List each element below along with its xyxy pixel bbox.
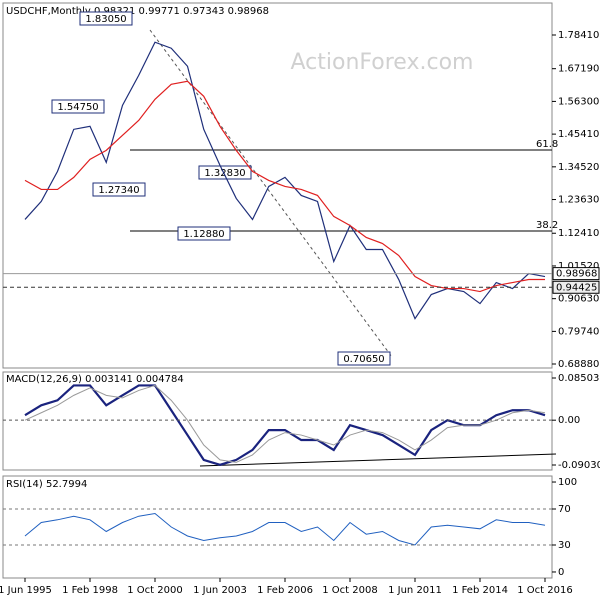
macd-trend-line — [199, 453, 557, 467]
price-label: 0.94425 — [556, 282, 597, 293]
price-panel — [2, 2, 553, 369]
macd-panel — [2, 371, 553, 471]
x-tick-label: 1 Feb 1998 — [62, 585, 118, 596]
y-tick-label: 100 — [558, 477, 577, 488]
trend-line — [149, 29, 393, 358]
watermark: ActionForex.com — [291, 50, 474, 75]
annotation: 1.83050 — [85, 14, 126, 25]
annotation: 1.12880 — [183, 229, 224, 240]
annotation-box — [177, 226, 231, 241]
y-tick-label: 0.90630 — [558, 294, 599, 305]
y-tick-label: 1.67190 — [558, 64, 599, 75]
series-line — [24, 80, 545, 293]
series-line — [24, 384, 546, 466]
x-tick-label: 1 Jun 2003 — [193, 585, 247, 596]
annotation-box — [51, 99, 105, 114]
y-tick-label: 1.34520 — [558, 162, 599, 173]
x-tick-label: 1 Oct 2016 — [517, 585, 572, 596]
y-tick-label: 1.45410 — [558, 129, 599, 140]
annotations: 1.83050 1.54750 1.27340 1.32830 1.12880 … — [51, 11, 558, 366]
rsi-panel — [2, 475, 553, 579]
series-line — [24, 41, 546, 320]
y-tick-label: 1.01520 — [558, 261, 599, 272]
x-tick-label: 1 Feb 2006 — [257, 585, 313, 596]
fib-label: 38.2 — [536, 220, 558, 231]
y-tick-label: 1.12410 — [558, 228, 599, 239]
y-tick-label: 0.085032 — [558, 373, 600, 384]
annotation-box — [92, 182, 146, 197]
y-tick-label: -0.090302 — [558, 460, 600, 471]
series-line — [24, 384, 546, 463]
annotation: 0.70650 — [343, 354, 384, 365]
price-label: 0.98968 — [556, 269, 597, 280]
x-tick-label: 1 Feb 2014 — [452, 585, 508, 596]
y-tick-label: 70 — [558, 504, 571, 515]
annotation-box — [337, 351, 391, 366]
fib-label: 61.8 — [536, 139, 558, 150]
macd-title: MACD(12,26,9) 0.003141 0.004784 — [6, 374, 184, 385]
y-tick-label: 30 — [558, 540, 571, 551]
y-tick-label: 0.79740 — [558, 326, 599, 337]
annotation: 1.54750 — [57, 102, 98, 113]
y-tick-label: 1.23630 — [558, 195, 599, 206]
annotation-box — [198, 165, 252, 180]
price-label-box — [552, 280, 600, 294]
x-tick-label: 1 Jun 2011 — [388, 585, 442, 596]
rsi-title: RSI(14) 52.7994 — [6, 479, 87, 490]
annotation: 1.27340 — [98, 185, 139, 196]
y-tick-label: 0 — [558, 567, 564, 578]
x-tick-label: 1 Oct 2008 — [322, 585, 377, 596]
annotation: 1.32830 — [204, 168, 245, 179]
price-label-box — [552, 267, 600, 281]
y-tick-label: 1.78410 — [558, 30, 599, 41]
y-tick-label: 1.56300 — [558, 96, 599, 107]
x-tick-label: 1 Oct 2000 — [127, 585, 182, 596]
annotation-box — [79, 11, 133, 26]
y-tick-label: 0.68880 — [558, 359, 599, 370]
series-line — [24, 512, 546, 546]
x-tick-label: 1 Jun 1995 — [0, 585, 52, 596]
chart-title: USDCHF,Monthly 0.98321 0.99771 0.97343 0… — [6, 6, 269, 17]
y-tick-label: 0.00 — [558, 415, 580, 426]
